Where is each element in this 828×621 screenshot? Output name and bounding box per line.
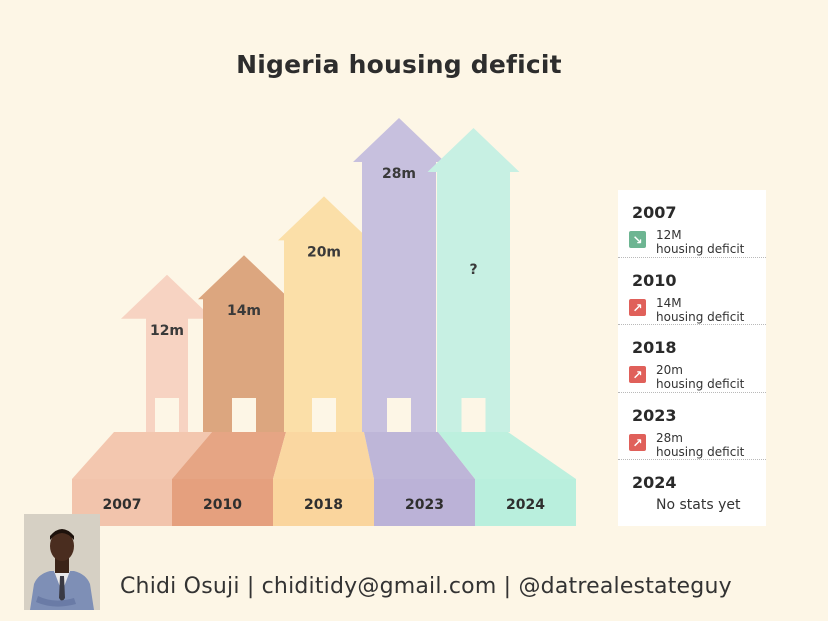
bar — [353, 118, 445, 432]
category-label: 2007 — [103, 497, 142, 513]
legend-value-text: 12M housing deficit — [656, 228, 745, 256]
platform-front — [273, 479, 374, 526]
author-photo — [24, 514, 100, 610]
category-label: 2023 — [405, 497, 444, 513]
arrow-down-right-icon: ↘ — [629, 231, 646, 248]
platform-front — [475, 479, 576, 526]
housing-deficit-chart: 12m 2007 14m 2010 20m 2018 28m 2023? 2024 — [72, 118, 576, 526]
house-door — [387, 398, 411, 432]
platform-top — [438, 432, 576, 479]
legend-item-2023: 2023 ↗ 28m housing deficit — [618, 393, 766, 460]
chart-title: Nigeria housing deficit — [236, 50, 562, 79]
platform-top — [273, 432, 374, 479]
legend-note: No stats yet — [656, 497, 741, 513]
platform-front — [374, 479, 475, 526]
bar — [121, 274, 213, 432]
bar-value-label: ? — [469, 262, 477, 278]
legend-year: 2018 — [632, 338, 677, 357]
arrow-up-right-icon: ↗ — [629, 366, 646, 383]
author-credits: Chidi Osuji | chiditidy@gmail.com | @dat… — [120, 574, 732, 599]
legend-item-2018: 2018 ↗ 20m housing deficit — [618, 325, 766, 393]
legend-item-2024: 2024 No stats yet — [618, 460, 766, 526]
bar-value-label: 28m — [382, 166, 416, 182]
arrow-up-right-icon: ↗ — [629, 434, 646, 451]
arrow-up-right-icon: ↗ — [629, 299, 646, 316]
bar-value-label: 12m — [150, 323, 184, 339]
legend-value-text: 20m housing deficit — [656, 363, 745, 391]
legend-year: 2007 — [632, 203, 677, 222]
house-door — [312, 398, 336, 432]
legend-value-text: 14M housing deficit — [656, 296, 745, 324]
category-label: 2010 — [203, 497, 242, 513]
house-door — [155, 398, 179, 432]
house-door — [232, 398, 256, 432]
platform-top — [172, 432, 286, 479]
legend-item-2010: 2010 ↗ 14M housing deficit — [618, 258, 766, 325]
bar-value-label: 20m — [307, 244, 341, 260]
legend-item-2007: 2007 ↘ 12M housing deficit — [618, 190, 766, 258]
category-label: 2018 — [304, 497, 343, 513]
legend-panel: 2007 ↘ 12M housing deficit 2010 ↗ 14M hous… — [618, 190, 766, 526]
bar — [427, 128, 520, 432]
legend-value-text: 28m housing deficit — [656, 431, 745, 459]
author-avatar — [24, 514, 100, 610]
platform-front — [172, 479, 273, 526]
bar — [198, 255, 290, 432]
category-label: 2024 — [506, 497, 545, 513]
platform-top — [72, 432, 212, 479]
legend-year: 2010 — [632, 271, 677, 290]
legend-year: 2024 — [632, 473, 677, 492]
bar-value-label: 14m — [227, 303, 261, 319]
legend-year: 2023 — [632, 406, 677, 425]
bar — [278, 196, 370, 432]
house-door — [461, 398, 486, 432]
